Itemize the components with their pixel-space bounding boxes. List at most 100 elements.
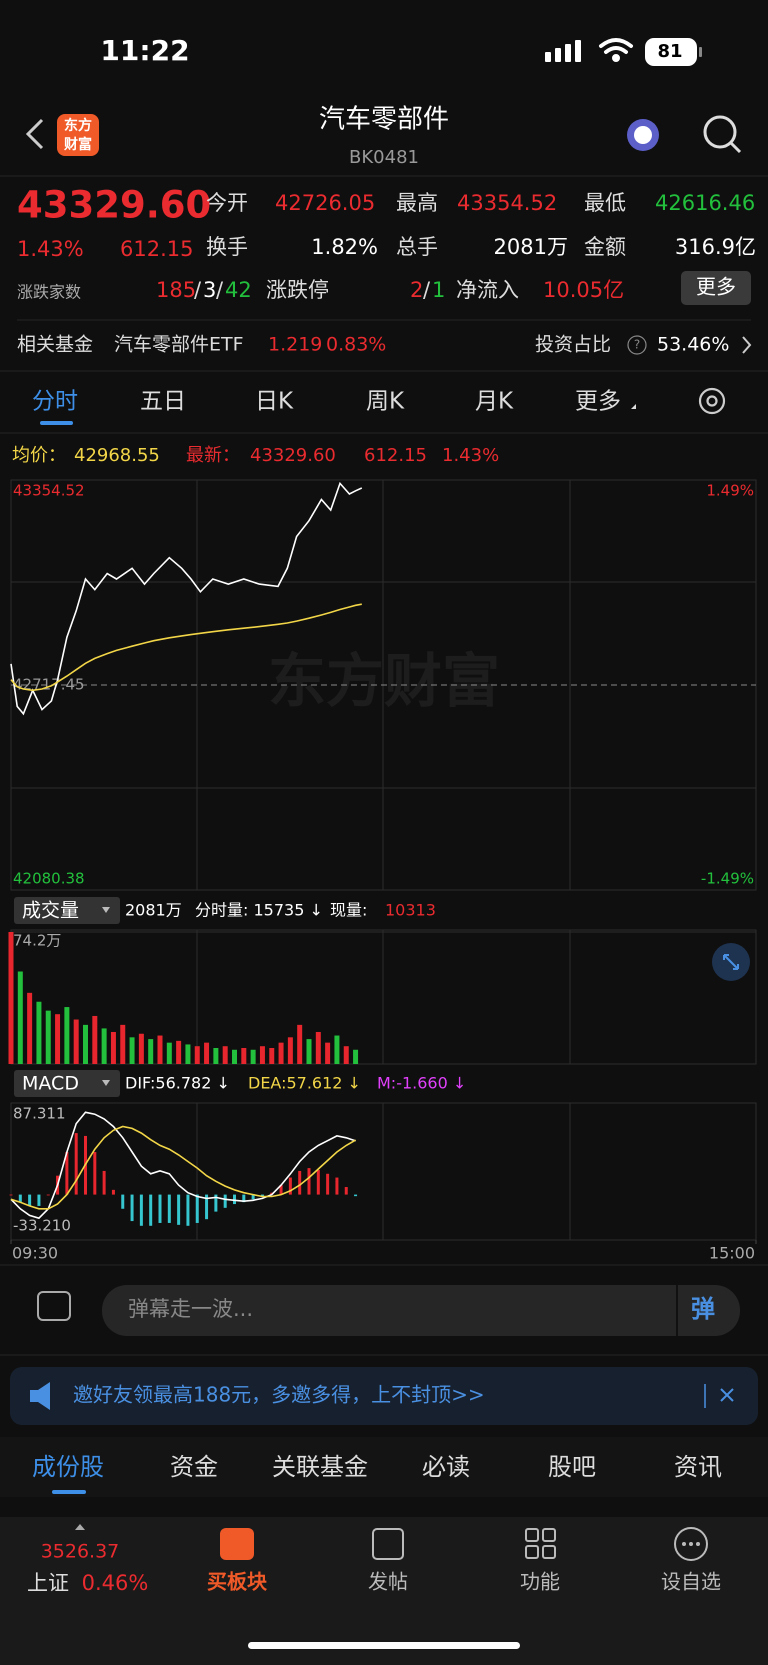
label: 现量:	[330, 901, 367, 920]
watermark: 东方财富	[268, 647, 500, 715]
more-button[interactable]	[681, 271, 751, 305]
nav-item[interactable]: 买板块	[207, 1570, 268, 1594]
label: 投资占比	[535, 334, 611, 356]
net-inflow: 10.05亿	[543, 278, 624, 302]
macd-bar	[316, 1169, 320, 1195]
macd-bar	[186, 1194, 190, 1226]
chart-tab[interactable]: 更多	[575, 389, 621, 415]
y-tick-label: 1.49%	[706, 482, 754, 500]
search-button[interactable]	[703, 115, 737, 149]
tab-indicator	[40, 421, 73, 425]
chart-tab[interactable]: 分时	[32, 389, 78, 415]
chart-tab[interactable]: 日K	[255, 389, 294, 415]
quote-stat: 42726.05	[275, 191, 375, 215]
selector-label[interactable]: MACD	[22, 1073, 79, 1095]
volume-bar	[148, 1039, 154, 1064]
nav-item[interactable]: 设自选	[661, 1570, 721, 1594]
volume-bar	[45, 1010, 51, 1064]
macd-bar	[195, 1194, 199, 1223]
volume-bar	[241, 1047, 247, 1064]
chart-tab[interactable]: 周K	[366, 389, 405, 415]
volume-bar	[83, 1024, 88, 1064]
comment-placeholder[interactable]: 弹幕走一波...	[128, 1297, 253, 1321]
wifi-icon	[599, 38, 633, 62]
macd-bar	[344, 1187, 348, 1195]
banner-text[interactable]: 邀好友领最高188元，多邀多得，上不封顶>>	[73, 1383, 485, 1407]
post-icon[interactable]	[372, 1528, 404, 1560]
decliners: 42	[225, 278, 252, 302]
indicator-selector[interactable]	[14, 1070, 120, 1097]
latest-change-pct: 1.43%	[442, 445, 499, 466]
comment-input[interactable]	[102, 1285, 740, 1336]
y-tick-label: 42717.45	[13, 676, 85, 694]
label: 涨跌家数	[17, 283, 81, 302]
label: M:-1.660 ↓	[377, 1074, 466, 1093]
bottom-nav	[0, 1517, 768, 1665]
volume-bar	[287, 1037, 293, 1064]
volume-bar	[259, 1046, 265, 1064]
volume-bar	[138, 1033, 144, 1064]
index-name[interactable]: 上证	[27, 1571, 69, 1595]
section-tab[interactable]: 必读	[422, 1453, 470, 1481]
index-change[interactable]: 0.46%	[82, 1571, 149, 1595]
back-button[interactable]	[25, 118, 44, 150]
macd-bar	[130, 1194, 134, 1222]
volume-bar	[325, 1042, 331, 1064]
section-tab[interactable]: 成份股	[32, 1453, 104, 1481]
volume-bar	[101, 1028, 107, 1064]
legend-label: 均价：	[12, 445, 66, 466]
help-icon[interactable]	[627, 335, 647, 355]
section-tab[interactable]: 资讯	[674, 1453, 722, 1481]
label: 换手	[206, 235, 248, 259]
settings-button[interactable]	[698, 387, 726, 415]
logo-text: 财富	[63, 136, 92, 153]
volume-selector[interactable]	[14, 897, 120, 924]
functions-icon[interactable]	[525, 1528, 556, 1559]
section-tab[interactable]: 资金	[170, 1453, 218, 1481]
more-button-label[interactable]: 更多	[696, 275, 736, 299]
quote-stat: 2081万	[494, 235, 568, 259]
series-line	[10, 603, 362, 692]
nav-item[interactable]: 功能	[520, 1570, 560, 1594]
volume-bar	[315, 1031, 321, 1064]
section-tab[interactable]: 关联基金	[272, 1453, 368, 1481]
macd-bar	[18, 1194, 22, 1203]
banner[interactable]	[10, 1367, 758, 1425]
comment-icon[interactable]	[37, 1291, 71, 1321]
chevron[interactable]	[742, 336, 752, 354]
selector-label[interactable]: 成交量	[22, 900, 79, 922]
macd-bar	[102, 1170, 106, 1195]
logo-text: 东方	[64, 117, 92, 134]
volume-bar	[36, 1001, 42, 1064]
logo	[57, 114, 99, 156]
label: 分时量: 15735 ↓	[195, 901, 323, 920]
volume-bar	[27, 992, 33, 1064]
volume-bar	[166, 1042, 172, 1064]
label: 金额	[584, 235, 626, 259]
macd-bar	[298, 1170, 302, 1195]
section-tab[interactable]: 股吧	[548, 1453, 596, 1481]
macd-bar	[205, 1194, 209, 1220]
y-tick-label: 74.2万	[13, 932, 61, 950]
macd-bar	[9, 1194, 13, 1196]
nav-item[interactable]: 发帖	[368, 1570, 408, 1594]
close-banner[interactable]	[720, 1388, 734, 1402]
limit-up: 2	[410, 278, 423, 302]
danmaku-button[interactable]: 弹	[691, 1295, 715, 1323]
buy-sector-icon[interactable]	[220, 1528, 254, 1560]
macd-bar	[139, 1194, 143, 1226]
macd-bar	[28, 1194, 32, 1206]
watchlist-icon[interactable]	[674, 1527, 708, 1561]
legend-label: 最新：	[186, 445, 240, 466]
label: 总手	[396, 235, 438, 259]
change: 612.15	[120, 237, 193, 261]
change-pct: 1.43%	[17, 237, 84, 261]
macd-bar	[177, 1194, 181, 1225]
limit-down: 1	[432, 278, 445, 302]
volume-bar	[222, 1046, 228, 1064]
chart-tab[interactable]: 月K	[475, 389, 514, 415]
fund-name[interactable]: 汽车零部件ETF	[114, 334, 244, 356]
index-price[interactable]: 3526.37	[41, 1541, 120, 1563]
chart-tab[interactable]: 五日	[140, 389, 186, 415]
volume-bar	[306, 1039, 312, 1064]
